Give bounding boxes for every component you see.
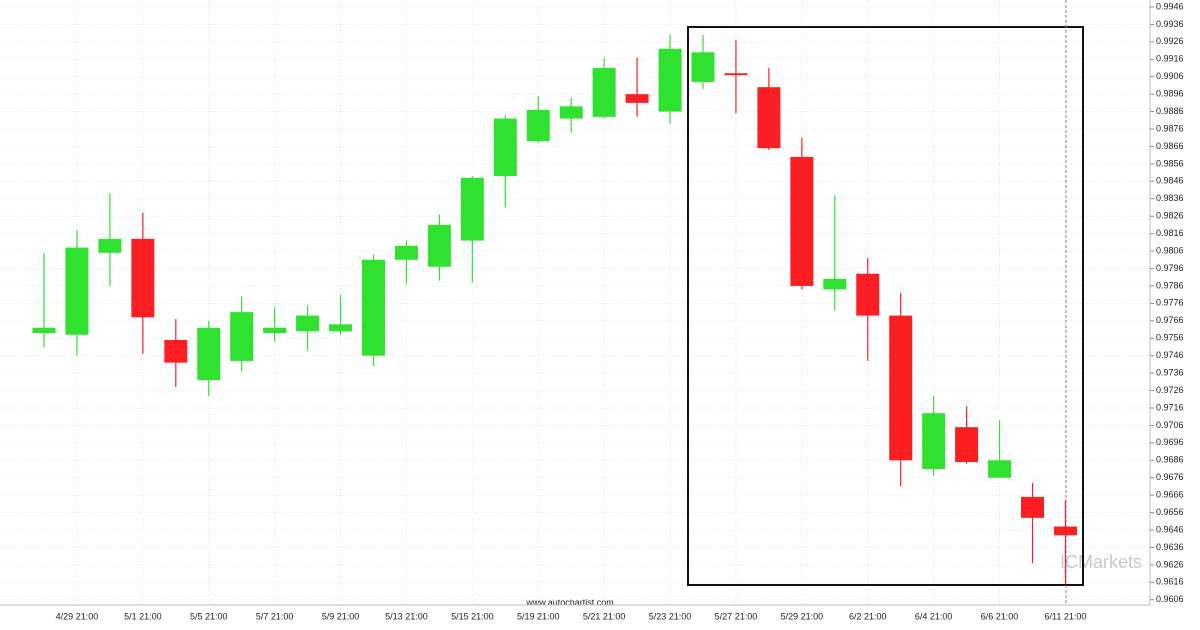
x-tick-label: 5/21 21:00 bbox=[583, 611, 626, 621]
watermark: www.autochartist.com bbox=[525, 597, 614, 607]
candle-body bbox=[790, 156, 814, 286]
candle-body bbox=[263, 327, 287, 334]
x-tick-label: 5/29 21:00 bbox=[781, 611, 824, 621]
x-tick-label: 6/4 21:00 bbox=[915, 611, 953, 621]
y-tick-label: 0.9606 bbox=[1156, 594, 1184, 604]
y-tick-label: 0.9866 bbox=[1156, 141, 1184, 151]
y-tick-label: 0.9726 bbox=[1156, 385, 1184, 395]
y-tick-label: 0.9746 bbox=[1156, 350, 1184, 360]
y-tick-label: 0.9716 bbox=[1156, 402, 1184, 412]
y-tick-label: 0.9786 bbox=[1156, 280, 1184, 290]
x-tick-label: 5/5 21:00 bbox=[190, 611, 228, 621]
y-tick-label: 0.9756 bbox=[1156, 333, 1184, 343]
x-tick-label: 5/15 21:00 bbox=[451, 611, 494, 621]
y-tick-label: 0.9686 bbox=[1156, 455, 1184, 465]
y-tick-label: 0.9706 bbox=[1156, 420, 1184, 430]
candle-body bbox=[329, 324, 353, 332]
y-tick-label: 0.9636 bbox=[1156, 542, 1184, 552]
y-tick-label: 0.9766 bbox=[1156, 315, 1184, 325]
candle-body bbox=[625, 94, 649, 103]
x-tick-label: 5/27 21:00 bbox=[715, 611, 758, 621]
y-tick-label: 0.9946 bbox=[1156, 1, 1184, 11]
x-tick-label: 6/6 21:00 bbox=[981, 611, 1019, 621]
y-tick-label: 0.9896 bbox=[1156, 89, 1184, 99]
candle-body bbox=[691, 52, 715, 82]
candle-body bbox=[526, 109, 550, 142]
y-tick-label: 0.9826 bbox=[1156, 211, 1184, 221]
y-tick-label: 0.9736 bbox=[1156, 367, 1184, 377]
candle-body bbox=[394, 245, 418, 260]
candle-body bbox=[757, 87, 781, 149]
y-tick-label: 0.9926 bbox=[1156, 36, 1184, 46]
x-tick-label: 5/19 21:00 bbox=[517, 611, 560, 621]
y-tick-label: 0.9626 bbox=[1156, 559, 1184, 569]
y-tick-label: 0.9906 bbox=[1156, 71, 1184, 81]
candle-body bbox=[889, 315, 913, 461]
y-tick-label: 0.9676 bbox=[1156, 472, 1184, 482]
y-tick-label: 0.9836 bbox=[1156, 193, 1184, 203]
logo: ICMarkets bbox=[1060, 552, 1142, 572]
x-tick-label: 5/13 21:00 bbox=[385, 611, 428, 621]
x-tick-label: 5/1 21:00 bbox=[124, 611, 162, 621]
candle-body bbox=[65, 247, 89, 335]
y-tick-label: 0.9876 bbox=[1156, 123, 1184, 133]
candle-body bbox=[164, 339, 188, 363]
y-tick-label: 0.9776 bbox=[1156, 298, 1184, 308]
candle-body bbox=[197, 327, 221, 381]
y-tick-label: 0.9796 bbox=[1156, 263, 1184, 273]
candle-body bbox=[493, 118, 517, 177]
pattern-box bbox=[687, 26, 1084, 586]
candle-body bbox=[362, 259, 385, 356]
y-tick-label: 0.9696 bbox=[1156, 437, 1184, 447]
y-tick-label: 0.9666 bbox=[1156, 490, 1184, 500]
candle-body bbox=[427, 224, 451, 267]
candle-body bbox=[658, 48, 682, 112]
candle-body bbox=[592, 67, 616, 117]
y-tick-label: 0.9616 bbox=[1156, 577, 1184, 587]
candle-body bbox=[1053, 526, 1077, 536]
y-tick-label: 0.9936 bbox=[1156, 19, 1184, 29]
x-tick-label: 5/7 21:00 bbox=[256, 611, 294, 621]
y-tick-label: 0.9846 bbox=[1156, 176, 1184, 186]
candle-body bbox=[988, 460, 1012, 478]
x-tick-label: 5/23 21:00 bbox=[649, 611, 692, 621]
x-tick-label: 6/2 21:00 bbox=[849, 611, 887, 621]
candle-body bbox=[131, 238, 155, 318]
x-tick-label: 6/11 21:00 bbox=[1045, 611, 1087, 621]
y-tick-label: 0.9646 bbox=[1156, 524, 1184, 534]
candle-body bbox=[230, 312, 254, 361]
candle-body bbox=[922, 413, 946, 470]
y-tick-label: 0.9816 bbox=[1156, 228, 1184, 238]
y-tick-label: 0.9856 bbox=[1156, 158, 1184, 168]
x-tick-label: 5/9 21:00 bbox=[322, 611, 360, 621]
y-tick-label: 0.9806 bbox=[1156, 245, 1184, 255]
candle-body bbox=[823, 278, 847, 290]
candle-body bbox=[98, 238, 122, 253]
candle-body bbox=[296, 315, 320, 332]
x-tick-label: 4/29 21:00 bbox=[56, 611, 99, 621]
y-tick-label: 0.9916 bbox=[1156, 54, 1184, 64]
candle-body bbox=[1021, 496, 1044, 518]
y-tick-label: 0.9886 bbox=[1156, 106, 1184, 116]
candle-body bbox=[460, 177, 484, 241]
candle-body bbox=[32, 327, 56, 334]
candle-body bbox=[724, 73, 748, 76]
candle-body bbox=[856, 273, 880, 316]
y-tick-label: 0.9656 bbox=[1156, 507, 1184, 517]
candle-body bbox=[559, 106, 583, 119]
candle-body bbox=[955, 427, 979, 463]
